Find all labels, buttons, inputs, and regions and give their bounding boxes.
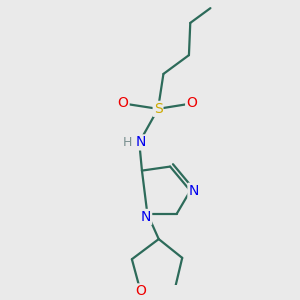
Text: H: H [123,136,133,149]
Text: O: O [135,284,146,298]
Text: N: N [136,135,146,149]
Text: S: S [154,102,162,116]
Text: O: O [118,97,129,110]
Text: N: N [188,184,199,198]
Text: O: O [186,97,197,110]
Text: N: N [141,210,151,224]
